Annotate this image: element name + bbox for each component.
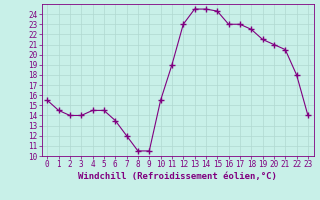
X-axis label: Windchill (Refroidissement éolien,°C): Windchill (Refroidissement éolien,°C) <box>78 172 277 181</box>
